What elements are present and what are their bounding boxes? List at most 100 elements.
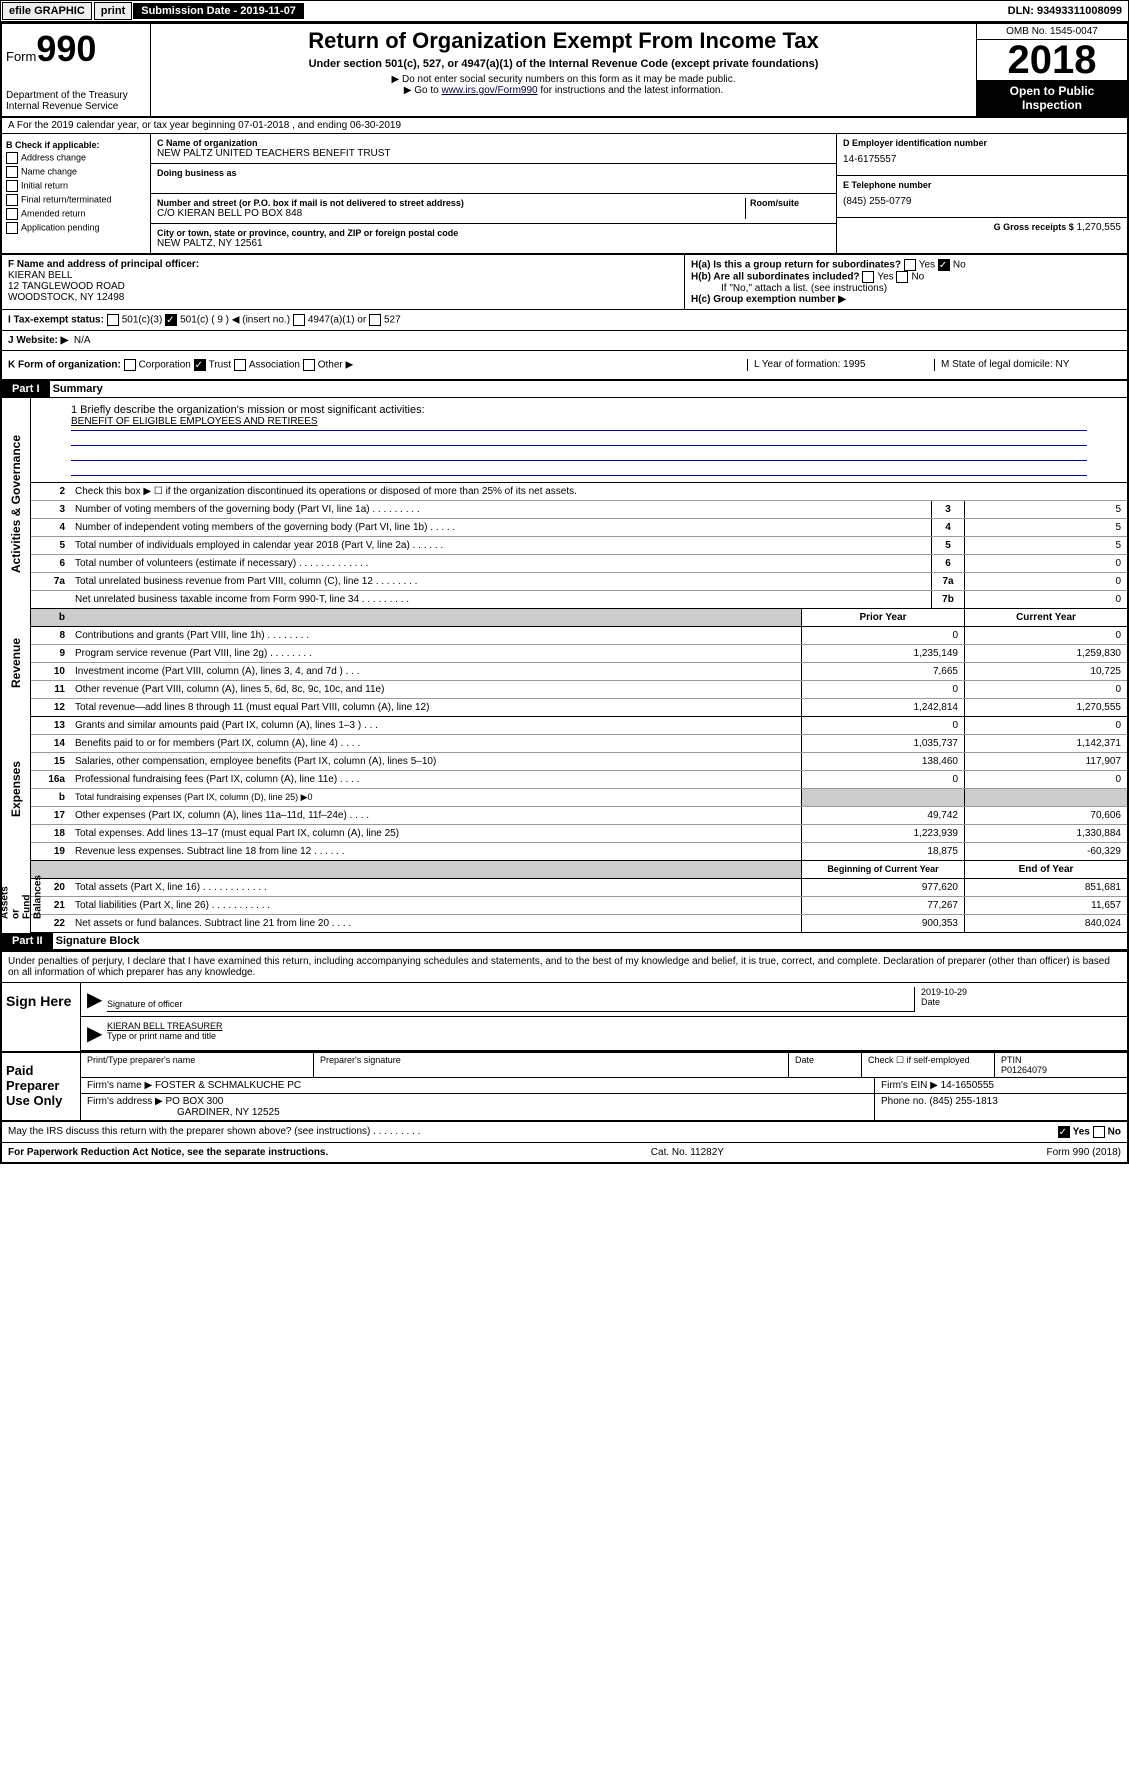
line10-text: Investment income (Part VIII, column (A)… xyxy=(71,663,801,680)
col-b-header: B Check if applicable: xyxy=(6,140,146,150)
line2-text: Check this box ▶ ☐ if the organization d… xyxy=(71,483,1127,500)
firm-ein: 14-1650555 xyxy=(941,1080,994,1091)
ck-4947[interactable] xyxy=(293,314,305,326)
line9-cy: 1,259,830 xyxy=(964,645,1127,662)
sign-here-label: Sign Here xyxy=(2,983,81,1051)
firm-phone: (845) 255-1813 xyxy=(929,1096,997,1107)
line22-py: 900,353 xyxy=(801,915,964,932)
vlabel-governance: Activities & Governance xyxy=(9,434,23,572)
form-label: Form xyxy=(6,49,36,64)
officer-name: KIERAN BELL xyxy=(8,270,678,281)
line5-val: 5 xyxy=(964,537,1127,554)
vlabel-netassets: Net Assets or Fund Balances xyxy=(0,875,44,919)
firm-name-label: Firm's name ▶ xyxy=(87,1080,152,1091)
perjury-declaration: Under penalties of perjury, I declare th… xyxy=(2,950,1127,982)
ck-assoc[interactable] xyxy=(234,359,246,371)
ptin-value: P01264079 xyxy=(1001,1065,1121,1075)
ck-trust[interactable]: ✓ xyxy=(194,359,206,371)
check-name[interactable] xyxy=(6,166,18,178)
line11-text: Other revenue (Part VIII, column (A), li… xyxy=(71,681,801,698)
line9-text: Program service revenue (Part VIII, line… xyxy=(71,645,801,662)
website-value: N/A xyxy=(74,335,91,346)
open-inspection: Open to Public Inspection xyxy=(977,80,1127,116)
tax-status-label: I Tax-exempt status: xyxy=(8,315,104,326)
line12-text: Total revenue—add lines 8 through 11 (mu… xyxy=(71,699,801,716)
line13-py: 0 xyxy=(801,717,964,734)
check-address[interactable] xyxy=(6,152,18,164)
line19-cy: -60,329 xyxy=(964,843,1127,860)
line20-text: Total assets (Part X, line 16) . . . . .… xyxy=(71,879,801,896)
line10-cy: 10,725 xyxy=(964,663,1127,680)
line20-cy: 851,681 xyxy=(964,879,1127,896)
line8-cy: 0 xyxy=(964,627,1127,644)
line14-cy: 1,142,371 xyxy=(964,735,1127,752)
line18-text: Total expenses. Add lines 13–17 (must eq… xyxy=(71,825,801,842)
line21-py: 77,267 xyxy=(801,897,964,914)
line6-text: Total number of volunteers (estimate if … xyxy=(71,555,931,572)
officer-addr2: WOODSTOCK, NY 12498 xyxy=(8,292,678,303)
line21-cy: 11,657 xyxy=(964,897,1127,914)
ein-label: D Employer identification number xyxy=(843,138,1121,148)
line12-cy: 1,270,555 xyxy=(964,699,1127,716)
check-amended[interactable] xyxy=(6,208,18,220)
line19-text: Revenue less expenses. Subtract line 18 … xyxy=(71,843,801,860)
hb-yes[interactable] xyxy=(862,271,874,283)
begin-year-hdr: Beginning of Current Year xyxy=(801,861,964,878)
ck-other[interactable] xyxy=(303,359,315,371)
firm-addr2: GARDINER, NY 12525 xyxy=(87,1107,280,1118)
form-number: 990 xyxy=(36,28,96,69)
line6-val: 0 xyxy=(964,555,1127,572)
hc-label: H(c) Group exemption number ▶ xyxy=(691,294,846,305)
row-a-taxyear: A For the 2019 calendar year, or tax yea… xyxy=(2,118,1127,134)
part1-title: Summary xyxy=(53,381,103,397)
line14-text: Benefits paid to or for members (Part IX… xyxy=(71,735,801,752)
end-year-hdr: End of Year xyxy=(964,861,1127,878)
line14-py: 1,035,737 xyxy=(801,735,964,752)
ein-value: 14-6175557 xyxy=(843,148,1121,171)
efile-btn[interactable]: efile GRAPHIC xyxy=(2,2,92,20)
sig-officer-label: Signature of officer xyxy=(107,987,914,1009)
dept-treasury: Department of the Treasury Internal Reve… xyxy=(6,90,146,112)
cat-number: Cat. No. 11282Y xyxy=(651,1147,724,1158)
sign-date: 2019-10-29 xyxy=(921,987,1121,997)
line11-py: 0 xyxy=(801,681,964,698)
vlabel-expenses: Expenses xyxy=(9,761,23,817)
discuss-yes[interactable]: ✓ xyxy=(1058,1126,1070,1138)
check-pending[interactable] xyxy=(6,222,18,234)
irs-link[interactable]: www.irs.gov/Form990 xyxy=(441,85,537,96)
check-initial[interactable] xyxy=(6,180,18,192)
officer-label: F Name and address of principal officer: xyxy=(8,259,678,270)
ha-no[interactable]: ✓ xyxy=(938,259,950,271)
discuss-no[interactable] xyxy=(1093,1126,1105,1138)
print-btn[interactable]: print xyxy=(94,2,132,20)
line16a-cy: 0 xyxy=(964,771,1127,788)
part1-header: Part I xyxy=(2,381,50,397)
year-formation: L Year of formation: 1995 xyxy=(747,359,934,371)
ck-501c3[interactable] xyxy=(107,314,119,326)
hb-note: If "No," attach a list. (see instruction… xyxy=(691,283,1121,294)
mission-q: 1 Briefly describe the organization's mi… xyxy=(71,404,1087,416)
line7b-val: 0 xyxy=(964,591,1127,608)
line7a-text: Total unrelated business revenue from Pa… xyxy=(71,573,931,590)
paid-preparer-label: Paid Preparer Use Only xyxy=(2,1053,81,1120)
ck-501c[interactable]: ✓ xyxy=(165,314,177,326)
line4-text: Number of independent voting members of … xyxy=(71,519,931,536)
ssn-note: ▶ Do not enter social security numbers o… xyxy=(155,74,972,85)
line19-py: 18,875 xyxy=(801,843,964,860)
line5-text: Total number of individuals employed in … xyxy=(71,537,931,554)
room-label: Room/suite xyxy=(750,198,830,208)
line7b-text: Net unrelated business taxable income fr… xyxy=(71,591,931,608)
ck-corp[interactable] xyxy=(124,359,136,371)
check-final[interactable] xyxy=(6,194,18,206)
vlabel-revenue: Revenue xyxy=(9,638,23,688)
ck-527[interactable] xyxy=(369,314,381,326)
ha-yes[interactable] xyxy=(904,259,916,271)
preparer-date-label: Date xyxy=(789,1053,862,1077)
hb-no[interactable] xyxy=(896,271,908,283)
col-b-checkboxes: B Check if applicable: Address change Na… xyxy=(2,134,151,253)
line16a-py: 0 xyxy=(801,771,964,788)
form-header: Form990 Department of the Treasury Inter… xyxy=(2,24,1127,118)
line13-text: Grants and similar amounts paid (Part IX… xyxy=(71,717,801,734)
prior-year-hdr: Prior Year xyxy=(801,609,964,626)
preparer-name-label: Print/Type preparer's name xyxy=(81,1053,314,1077)
